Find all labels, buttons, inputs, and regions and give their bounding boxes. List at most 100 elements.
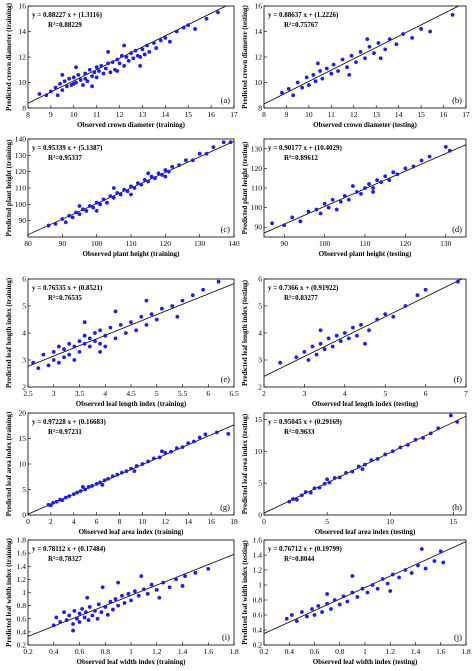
panel-label: (j)	[454, 632, 462, 642]
y-tick-label: 5	[258, 302, 262, 311]
data-point	[371, 583, 375, 587]
data-point	[168, 585, 172, 589]
data-point	[181, 445, 185, 449]
data-point	[328, 481, 332, 485]
data-point	[398, 446, 402, 450]
x-tick-label: 5	[155, 389, 159, 398]
x-tick-label: 110	[126, 239, 137, 248]
data-point	[103, 345, 107, 349]
data-point	[367, 182, 371, 186]
data-point	[433, 559, 437, 563]
x-tick-label: 100	[319, 239, 331, 248]
x-tick-label: 16	[207, 517, 215, 526]
y-tick-label: 8	[22, 104, 26, 113]
data-point	[363, 186, 367, 190]
y-tick-label: 0.2	[253, 641, 263, 650]
data-point	[323, 482, 327, 486]
data-point	[54, 86, 58, 90]
data-point	[71, 216, 75, 220]
data-point	[134, 49, 138, 53]
data-point	[81, 83, 85, 87]
data-point	[198, 436, 202, 440]
data-point	[163, 451, 167, 455]
data-point	[327, 206, 331, 210]
data-point	[138, 64, 142, 68]
data-point	[60, 73, 64, 77]
y-tick-label: 6	[22, 275, 26, 284]
data-point	[406, 443, 410, 447]
panel-h: 0 5 10 15 0 5 10 15 y = 0.95045 x + (0.29169) R²=…	[241, 413, 466, 536]
data-point	[116, 581, 120, 585]
data-point	[375, 318, 379, 322]
x-tick-label: 15	[184, 110, 192, 119]
data-point	[161, 581, 165, 585]
x-tick-label: 4	[343, 389, 347, 398]
data-point	[298, 219, 302, 223]
data-point	[54, 222, 58, 226]
x-tick-label: 8	[118, 517, 122, 526]
y-tick-label: 90	[19, 216, 27, 225]
panel-label: (f)	[454, 374, 463, 384]
y-tick-label: 1.2	[17, 575, 27, 584]
data-point	[67, 494, 71, 498]
data-point	[72, 492, 76, 496]
data-point	[226, 432, 230, 436]
data-point	[169, 450, 173, 454]
data-point	[371, 186, 375, 190]
x-tick-label: 11	[93, 110, 100, 119]
r-squared: R²=0.75767	[284, 21, 318, 29]
data-point	[341, 58, 345, 62]
data-point	[111, 608, 115, 612]
y-tick-label: 15	[19, 434, 27, 443]
x-tick-label: 10	[305, 110, 313, 119]
x-tick-label: 1.6	[204, 647, 214, 656]
data-point	[119, 193, 123, 197]
y-axis-label: Predicted crown diameter (training)	[5, 2, 13, 111]
data-point	[60, 88, 64, 92]
y-tick-label: 0	[22, 511, 26, 520]
regression-equation: y = 0.97228 x + (0.16683)	[32, 418, 107, 426]
data-point	[67, 214, 71, 218]
data-point	[63, 79, 67, 83]
data-point	[139, 315, 143, 319]
data-point	[78, 350, 82, 354]
data-point	[300, 610, 304, 614]
data-point	[331, 345, 335, 349]
data-point	[336, 69, 340, 73]
data-point	[88, 345, 92, 349]
panel-b: 8 9 10 11 12 13 14 15 16 17810121416y = 0.88637 x…	[241, 2, 470, 130]
data-point	[350, 470, 354, 474]
panel-a: 8 9 10 11 12 13 14 15 16 17810121416y = 0.88227 x…	[5, 2, 238, 130]
data-point	[217, 280, 221, 284]
data-point	[305, 615, 309, 619]
data-point	[64, 220, 68, 224]
x-tick-label: 9	[49, 110, 53, 119]
data-point	[343, 194, 347, 198]
x-tick-label: 14	[184, 517, 192, 526]
data-point	[395, 172, 399, 176]
data-point	[122, 64, 126, 68]
y-axis-label: Predicted leaf area index (testing)	[241, 413, 249, 514]
data-point	[78, 339, 82, 343]
y-tick-label: 130	[15, 151, 27, 160]
data-point	[278, 361, 282, 365]
data-point	[333, 598, 337, 602]
y-tick-label: 10	[255, 447, 263, 456]
data-point	[83, 72, 87, 76]
data-point	[363, 56, 367, 60]
data-point	[160, 173, 164, 177]
regression-equation: y = 0.76712 x + (0.19799)	[268, 545, 343, 553]
x-axis-label: Observed leaf area index (training)	[79, 528, 185, 536]
data-point	[47, 224, 51, 228]
x-tick-label: 15	[450, 517, 458, 526]
data-point	[359, 323, 363, 327]
data-point	[116, 604, 120, 608]
data-point	[391, 315, 395, 319]
y-tick-label: 1	[258, 581, 262, 590]
data-point	[57, 345, 61, 349]
data-point	[212, 145, 216, 149]
data-point	[391, 449, 395, 453]
data-point	[404, 568, 408, 572]
data-point	[359, 192, 363, 196]
y-axis-label: Predicted plant height (testing)	[241, 141, 249, 234]
